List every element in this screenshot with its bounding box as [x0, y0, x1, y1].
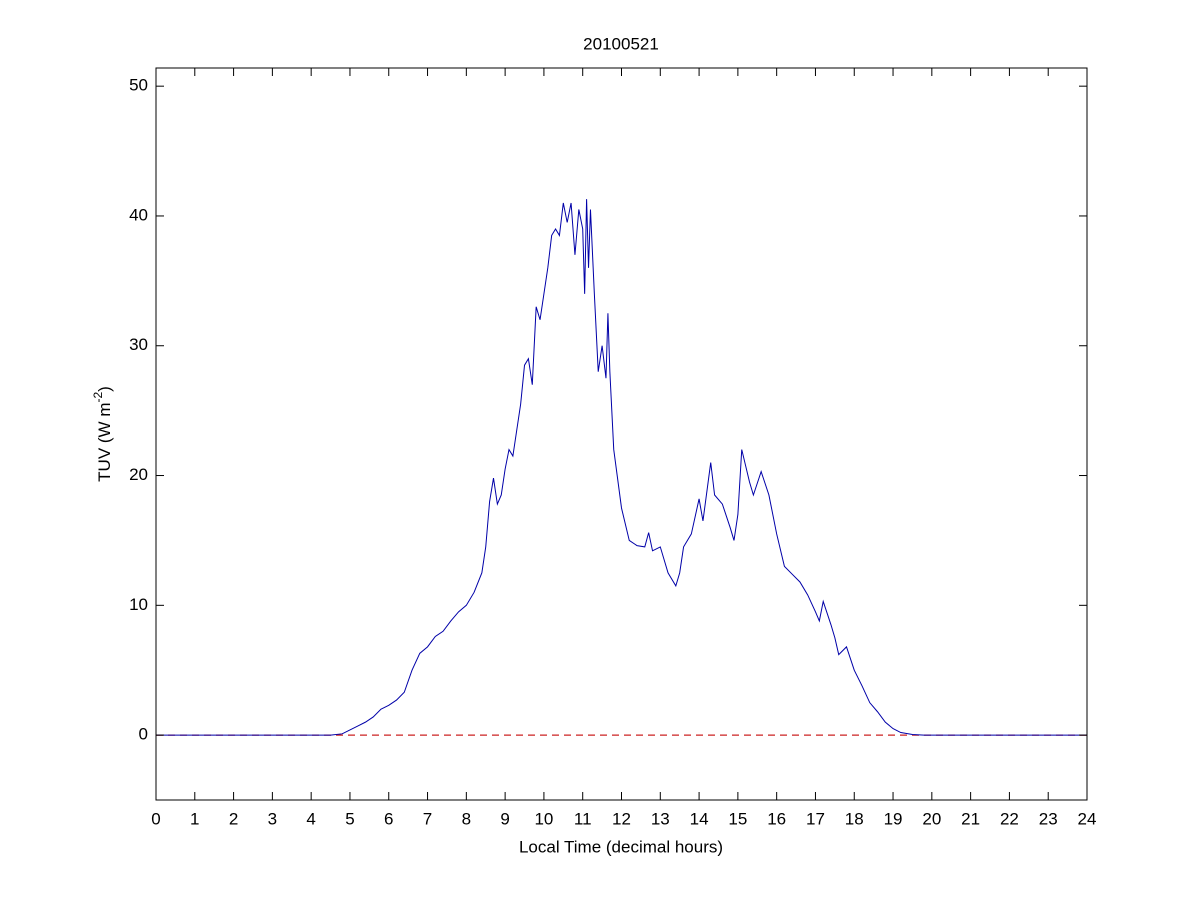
x-tick-label: 5 [345, 809, 354, 828]
y-tick-label: 0 [139, 725, 148, 744]
x-axis-label: Local Time (decimal hours) [519, 837, 723, 856]
x-tick-label: 6 [384, 809, 393, 828]
x-tick-label: 13 [651, 809, 670, 828]
x-tick-label: 18 [845, 809, 864, 828]
y-tick-label: 50 [129, 76, 148, 95]
data-line [156, 199, 1087, 736]
y-axis-label-superscript: -2 [91, 392, 105, 403]
y-axis-label: TUV (W m-2) [91, 386, 114, 482]
y-tick-label: 20 [129, 465, 148, 484]
y-axis-label-suffix: ) [95, 386, 114, 392]
x-tick-label: 15 [728, 809, 747, 828]
y-axis-label-text: TUV (W m [95, 403, 114, 482]
plot-area [156, 68, 1087, 800]
x-tick-label: 2 [229, 809, 238, 828]
x-tick-label: 9 [500, 809, 509, 828]
x-tick-label: 8 [462, 809, 471, 828]
x-tick-label: 7 [423, 809, 432, 828]
x-tick-label: 14 [690, 809, 709, 828]
chart-title: 20100521 [583, 34, 659, 53]
axes-box [155, 67, 1088, 801]
x-tick-label: 19 [884, 809, 903, 828]
y-tick-label: 30 [129, 335, 148, 354]
x-tick-label: 17 [806, 809, 825, 828]
x-tick-label: 10 [534, 809, 553, 828]
x-tick-label: 23 [1039, 809, 1058, 828]
y-tick-label: 40 [129, 205, 148, 224]
x-tick-label: 11 [574, 809, 592, 828]
x-tick-label: 16 [767, 809, 786, 828]
y-tick-label: 10 [129, 595, 148, 614]
x-tick-label: 20 [922, 809, 941, 828]
x-tick-label: 4 [306, 809, 315, 828]
x-tick-label: 21 [961, 809, 980, 828]
x-tick-label: 1 [190, 809, 199, 828]
x-tick-label: 24 [1078, 809, 1097, 828]
x-tick-label: 12 [612, 809, 631, 828]
x-tick-label: 3 [268, 809, 277, 828]
x-tick-label: 22 [1000, 809, 1019, 828]
x-tick-label: 0 [151, 809, 160, 828]
